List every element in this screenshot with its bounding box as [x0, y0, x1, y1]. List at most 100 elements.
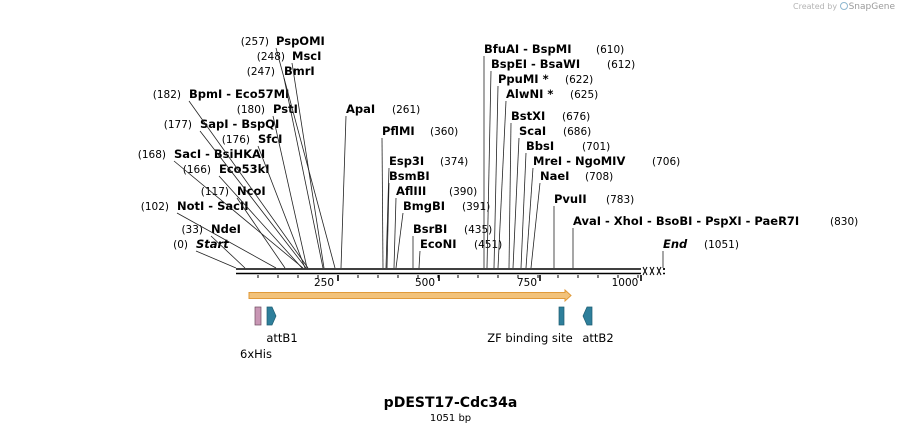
- site-pspomi[interactable]: (257) PspOMI: [241, 34, 336, 269]
- site-scai[interactable]: (686) ScaI: [512, 124, 591, 269]
- sequence-backbone: 250 500 750 1000: [236, 266, 665, 289]
- site-mrei-ngomiv[interactable]: (706) MreI - NgoMIV: [525, 154, 680, 269]
- feature-zf-binding-site[interactable]: ZF binding site: [487, 306, 573, 345]
- site-ndei[interactable]: (33) NdeI: [181, 222, 246, 269]
- site-bsrbi[interactable]: (435) BsrBI: [412, 222, 492, 268]
- site-connector-line: [508, 122, 512, 269]
- feature-6xhis-shape: [254, 306, 262, 326]
- site-position: (248): [257, 51, 285, 63]
- site-label: AlwNI *: [506, 87, 553, 101]
- snapgene-watermark: Created by SnapGene: [793, 2, 895, 12]
- site-saci-bsihkai[interactable]: (168) SacI - BsiHKAI: [138, 147, 304, 269]
- site-label: NcoI: [237, 184, 266, 198]
- site-esp3i[interactable]: (374) Esp3I: [385, 154, 468, 269]
- site-connector-line: [272, 115, 308, 269]
- site-msci[interactable]: (248) MscI: [257, 49, 325, 269]
- site-label: BmgBI: [403, 199, 445, 213]
- site-noti-sacii[interactable]: (102) NotI - SacII: [141, 199, 277, 269]
- break-mark: [656, 266, 662, 276]
- site-connector-line: [525, 167, 534, 269]
- site-afliii[interactable]: (390) AflIII: [393, 184, 477, 269]
- site-label: BspEI - BsaWI: [491, 57, 580, 71]
- site-alwni[interactable]: (625) AlwNI *: [497, 87, 598, 269]
- site-connector-line: [386, 182, 390, 269]
- ruler-tick-label: 1000: [612, 277, 639, 289]
- feature-attb1-shape: [266, 306, 277, 326]
- site-connector-line: [257, 145, 306, 269]
- site-position: (783): [606, 194, 634, 206]
- feature-label: 6xHis: [240, 347, 272, 361]
- site-connector-line: [291, 62, 325, 269]
- site-label: BsmBI: [389, 169, 430, 183]
- restriction-sites: (0) Start(33) NdeI (102) NotI - SacII(117) Nc…: [138, 34, 858, 269]
- site-bpmi-eco57mi[interactable]: (182) BpmI - Eco57MI: [153, 87, 309, 269]
- site-pflmi[interactable]: (360) PflMI: [381, 124, 458, 269]
- feature-attb2[interactable]: attB2: [582, 306, 614, 345]
- site-position: (612): [607, 59, 635, 71]
- ruler-tick-label: 250: [314, 277, 334, 289]
- site-position: (182): [153, 89, 181, 101]
- plasmid-name: pDEST17-Cdc34a: [383, 395, 518, 411]
- site-sapi-bspqi[interactable]: (177) SapI - BspQI: [164, 117, 307, 269]
- feature-zf-shape: [558, 306, 565, 326]
- site-bmri[interactable]: (247) BmrI: [247, 64, 324, 269]
- site-connector-line: [195, 250, 237, 269]
- site-label: PspOMI: [276, 34, 325, 48]
- site-naei[interactable]: (708) NaeI: [530, 169, 613, 269]
- site-connector-line: [218, 175, 303, 269]
- site-position: (180): [237, 104, 265, 116]
- site-econi[interactable]: (451) EcoNI: [418, 237, 502, 269]
- site-start[interactable]: (0) Start: [173, 237, 237, 269]
- site-bbsi[interactable]: (701) BbsI: [520, 139, 610, 269]
- site-position: (1051): [704, 239, 739, 251]
- feature-attb1[interactable]: attB1: [266, 306, 298, 345]
- site-label: AflIII: [396, 184, 426, 198]
- site-label: BmrI: [284, 64, 315, 78]
- site-connector-line: [176, 212, 277, 269]
- site-connector-line: [283, 77, 324, 269]
- site-label: End: [663, 237, 688, 251]
- site-apai[interactable]: (261) ApaI: [340, 102, 420, 269]
- site-bfuai-bspmi[interactable]: (610) BfuAI - BspMI: [483, 42, 624, 268]
- site-label: Start: [196, 237, 229, 251]
- site-connector-line: [530, 182, 541, 269]
- site-label: NdeI: [211, 222, 241, 236]
- site-position: (261): [392, 104, 420, 116]
- site-position: (176): [222, 134, 250, 146]
- site-position: (117): [201, 186, 229, 198]
- site-connector-line: [210, 235, 246, 269]
- ruler-tick-label: 500: [415, 277, 435, 289]
- site-label: Eco53kI: [219, 162, 270, 176]
- site-connector-line: [486, 70, 492, 269]
- site-bstxi[interactable]: (676) BstXI: [508, 109, 590, 269]
- site-label: MscI: [292, 49, 321, 63]
- site-position: (247): [247, 66, 275, 78]
- feature-label: ZF binding site: [487, 331, 572, 345]
- site-position: (706): [652, 156, 680, 168]
- site-label: SfcI: [258, 132, 282, 146]
- site-position: (830): [830, 216, 858, 228]
- site-ppumi[interactable]: (622) PpuMI *: [493, 72, 593, 269]
- site-label: PvuII: [554, 192, 587, 206]
- snapgene-logo-icon: [839, 2, 848, 10]
- site-connector-line: [418, 250, 421, 269]
- feature-label: attB1: [266, 331, 297, 345]
- site-position: (168): [138, 149, 166, 161]
- feature-6xhis[interactable]: 6xHis: [240, 306, 272, 361]
- site-connector-line: [493, 85, 499, 269]
- feature-attb2-shape: [582, 306, 593, 326]
- site-bsmbi[interactable]: BsmBI: [386, 169, 430, 269]
- features: 6xHis attB1 ZF binding site attB2: [240, 306, 614, 361]
- site-bspei-bsawi[interactable]: (612) BspEI - BsaWI: [486, 57, 635, 269]
- site-bmgbi[interactable]: (391) BmgBI: [395, 199, 490, 269]
- site-sfci[interactable]: (176) SfcI: [222, 132, 306, 269]
- site-position: (390): [449, 186, 477, 198]
- site-position: (435): [464, 224, 492, 236]
- site-pvuii[interactable]: (783) PvuII: [553, 192, 634, 268]
- site-avai-xhoi-bsobi-pspxi-paer7i[interactable]: (830) AvaI - XhoI - BsoBI - PspXI - PaeR7…: [572, 214, 858, 268]
- break-mark: [649, 266, 655, 276]
- site-position: (708): [585, 171, 613, 183]
- orf-arrow[interactable]: [248, 288, 572, 303]
- site-end[interactable]: (1051) End: [662, 237, 739, 268]
- site-label: Esp3I: [389, 154, 424, 168]
